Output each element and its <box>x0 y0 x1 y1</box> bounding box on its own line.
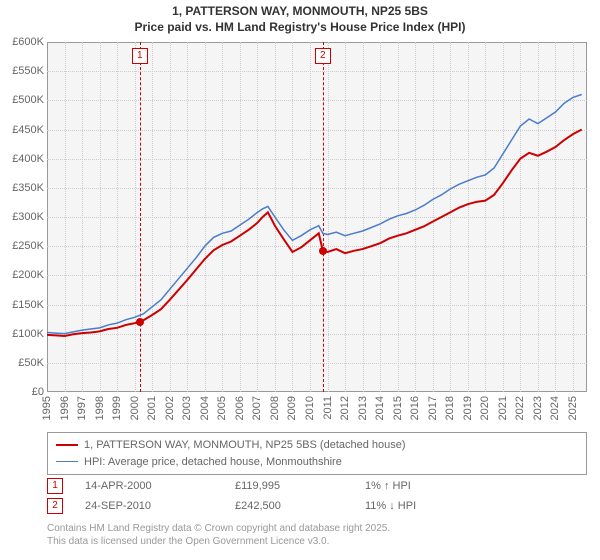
footnote-line-2: This data is licensed under the Open Gov… <box>47 535 390 548</box>
x-tick-label: 2010 <box>304 396 316 420</box>
y-tick-label: £150K <box>4 299 44 311</box>
x-tick-label: 2021 <box>497 396 509 420</box>
legend-swatch <box>56 444 78 446</box>
x-tick-label: 2003 <box>181 396 193 420</box>
sale-date: 24-SEP-2010 <box>85 500 235 512</box>
x-tick-label: 2009 <box>286 396 298 420</box>
x-tick-label: 2022 <box>514 396 526 420</box>
x-tick-label: 1997 <box>76 396 88 420</box>
legend: 1, PATTERSON WAY, MONMOUTH, NP25 5BS (de… <box>47 432 587 475</box>
x-tick-label: 2023 <box>532 396 544 420</box>
legend-item: 1, PATTERSON WAY, MONMOUTH, NP25 5BS (de… <box>56 437 578 454</box>
x-tick-label: 2008 <box>269 396 281 420</box>
y-tick-label: £550K <box>4 65 44 77</box>
sales-table: 1 14-APR-2000 £119,995 1% ↑ HPI 2 24-SEP… <box>47 476 465 516</box>
chart-area <box>47 42 587 392</box>
sale-marker-icon: 1 <box>47 478 63 494</box>
x-tick-label: 2005 <box>216 396 228 420</box>
sales-row: 2 24-SEP-2010 £242,500 11% ↓ HPI <box>47 496 465 516</box>
x-tick-label: 2016 <box>409 396 421 420</box>
x-tick-label: 2007 <box>251 396 263 420</box>
series-hpi <box>47 95 582 334</box>
x-tick-label: 2012 <box>339 396 351 420</box>
x-tick-label: 2015 <box>392 396 404 420</box>
x-tick-label: 2025 <box>567 396 579 420</box>
sales-row: 1 14-APR-2000 £119,995 1% ↑ HPI <box>47 476 465 496</box>
y-tick-label: £350K <box>4 182 44 194</box>
sale-delta: 11% ↓ HPI <box>365 500 465 512</box>
series-price_paid <box>47 130 582 337</box>
sale-marker-box: 2 <box>315 48 331 64</box>
x-tick-label: 2004 <box>199 396 211 420</box>
title-line-1: 1, PATTERSON WAY, MONMOUTH, NP25 5BS <box>0 4 600 20</box>
x-tick-label: 2001 <box>146 396 158 420</box>
y-tick-label: £50K <box>4 357 44 369</box>
legend-swatch <box>56 461 78 462</box>
y-tick-label: £200K <box>4 269 44 281</box>
x-tick-label: 2024 <box>549 396 561 420</box>
sale-dot <box>319 247 327 255</box>
y-tick-label: £250K <box>4 240 44 252</box>
x-tick-label: 2011 <box>322 396 334 420</box>
x-tick-label: 1999 <box>111 396 123 420</box>
legend-label: HPI: Average price, detached house, Monm… <box>84 454 342 471</box>
sale-dot <box>136 318 144 326</box>
chart-title: 1, PATTERSON WAY, MONMOUTH, NP25 5BS Pri… <box>0 0 600 35</box>
sale-marker-box: 1 <box>132 48 148 64</box>
y-tick-label: £300K <box>4 211 44 223</box>
sale-delta: 1% ↑ HPI <box>365 480 465 492</box>
x-tick-label: 2019 <box>462 396 474 420</box>
x-tick-label: 2013 <box>357 396 369 420</box>
x-tick-label: 2017 <box>427 396 439 420</box>
legend-item: HPI: Average price, detached house, Monm… <box>56 454 578 471</box>
y-tick-label: £100K <box>4 328 44 340</box>
x-tick-label: 2014 <box>374 396 386 420</box>
y-tick-label: £0 <box>4 386 44 398</box>
x-tick-label: 1998 <box>94 396 106 420</box>
y-tick-label: £500K <box>4 94 44 106</box>
x-tick-label: 2018 <box>444 396 456 420</box>
x-tick-label: 2006 <box>234 396 246 420</box>
y-tick-label: £600K <box>4 36 44 48</box>
x-tick-label: 1995 <box>41 396 53 420</box>
footnote: Contains HM Land Registry data © Crown c… <box>47 522 390 548</box>
x-tick-label: 2002 <box>164 396 176 420</box>
x-tick-label: 1996 <box>59 396 71 420</box>
y-tick-label: £450K <box>4 124 44 136</box>
sale-price: £119,995 <box>235 480 365 492</box>
x-tick-label: 2000 <box>129 396 141 420</box>
legend-label: 1, PATTERSON WAY, MONMOUTH, NP25 5BS (de… <box>84 437 406 454</box>
series-lines <box>47 42 587 392</box>
sale-price: £242,500 <box>235 500 365 512</box>
sale-date: 14-APR-2000 <box>85 480 235 492</box>
x-tick-label: 2020 <box>479 396 491 420</box>
sale-marker-icon: 2 <box>47 498 63 514</box>
footnote-line-1: Contains HM Land Registry data © Crown c… <box>47 522 390 535</box>
y-tick-label: £400K <box>4 153 44 165</box>
title-line-2: Price paid vs. HM Land Registry's House … <box>0 20 600 36</box>
